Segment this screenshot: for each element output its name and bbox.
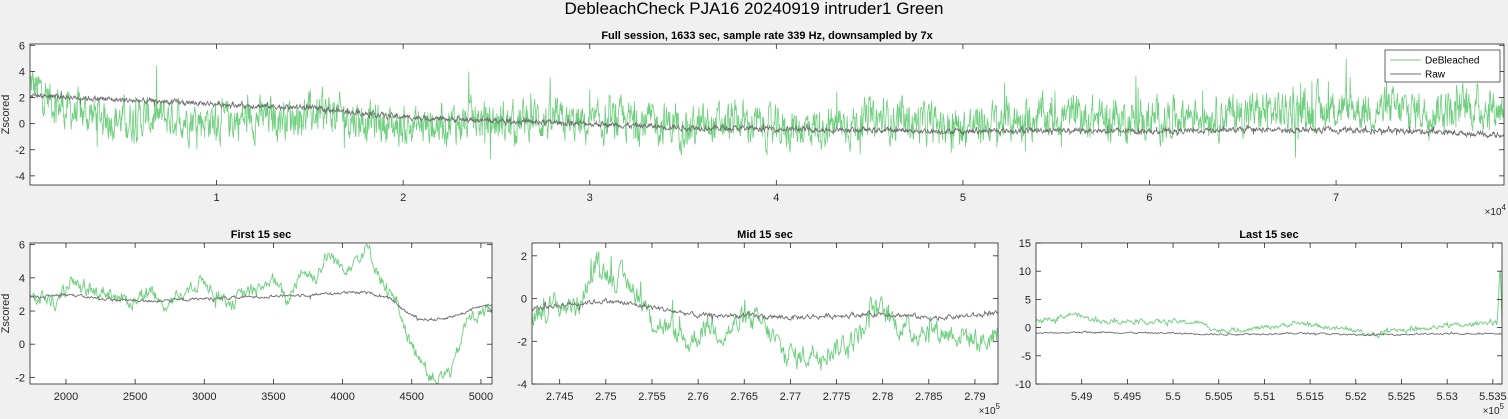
y-tick-label: -2 — [15, 145, 25, 157]
y-tick-label: -2 — [517, 336, 527, 348]
y-tick-label: 4 — [19, 273, 25, 285]
y-tick-label: 2 — [521, 251, 527, 263]
y-tick-label: -5 — [1021, 351, 1031, 363]
x-tick-label: 2500 — [123, 391, 147, 403]
plot-area — [532, 243, 998, 384]
series-debleached-line — [1036, 270, 1502, 339]
series-debleached-line — [30, 59, 1504, 159]
last-15-sec-panel: 5.49 5.495 5.5 5.505 5.51 5.515 5.52 5.525 5.53 5… — [1015, 229, 1507, 417]
series-debleached-line — [532, 251, 998, 371]
first-15-sec-panel: 2000 2500 3000 3500 4000 4500 5000 -2 0 2 4 6 First … — [0, 229, 493, 403]
x-tick-label: 2.745 — [546, 391, 574, 403]
axes-frame — [29, 242, 493, 385]
x-tick-label: 5.52 — [1345, 391, 1366, 403]
x-tick-label: 6 — [1146, 192, 1152, 204]
y-tick-label: 2 — [19, 93, 25, 105]
y-tick-label: 0 — [521, 294, 527, 306]
x-tick-label: 5 — [960, 192, 966, 204]
x-exponent-label: ×105 — [1483, 402, 1505, 417]
axes-frame — [1035, 242, 1503, 385]
y-tick-label: 6 — [19, 240, 25, 252]
x-tick-label: 2.78 — [872, 391, 893, 403]
mid-15-sec-panel: 2.745 2.75 2.755 2.76 2.765 2.77 2.775 2.78 2.78… — [517, 229, 1000, 417]
x-tick-label: 3500 — [261, 391, 285, 403]
figure-title: DebleachCheck PJA16 20240919 intruder1 G… — [564, 0, 944, 18]
x-tick-label: 5.535 — [1479, 391, 1507, 403]
full-session-panel: 1 2 3 4 5 6 7 -4 -2 0 2 4 6 Full session, 1633 sec, s… — [0, 30, 1507, 218]
x-tick-label: 2.765 — [730, 391, 758, 403]
y-tick-label: 2 — [19, 306, 25, 318]
x-exponent-label: ×104 — [1485, 203, 1507, 218]
x-tick-label: 4 — [773, 192, 779, 204]
series-debleached-line — [30, 243, 492, 384]
axes-title: Full session, 1633 sec, sample rate 339 … — [601, 30, 933, 42]
x-tick-label: 5.49 — [1071, 391, 1092, 403]
y-tick-label: -2 — [15, 372, 25, 384]
axes-title: Mid 15 sec — [737, 229, 793, 241]
x-tick-label: 5.53 — [1436, 391, 1457, 403]
axes-title: First 15 sec — [231, 229, 292, 241]
y-axis-label: Zscored — [0, 294, 12, 334]
x-tick-label: 2.79 — [964, 391, 985, 403]
x-tick-label: 2000 — [54, 391, 78, 403]
y-tick-label: -10 — [1015, 379, 1031, 391]
x-tick-label: 5.5 — [1165, 391, 1180, 403]
x-tick-label: 2.76 — [687, 391, 708, 403]
x-tick-label: 5.51 — [1254, 391, 1275, 403]
y-tick-label: -4 — [517, 379, 527, 391]
y-tick-label: 0 — [19, 339, 25, 351]
axes-title: Last 15 sec — [1239, 229, 1298, 241]
x-tick-label: 4500 — [400, 391, 424, 403]
x-tick-label: 5.515 — [1296, 391, 1324, 403]
x-tick-label: 2.775 — [823, 391, 851, 403]
x-tick-label: 5.525 — [1388, 391, 1416, 403]
legend: DeBleached Raw — [1384, 49, 1501, 83]
series-raw-line — [30, 90, 1504, 139]
x-tick-label: 2.785 — [915, 391, 943, 403]
x-tick-label: 2.77 — [780, 391, 801, 403]
series-raw-line — [1036, 330, 1502, 337]
legend-entry-raw: Raw — [1425, 70, 1446, 81]
x-tick-label: 5.505 — [1205, 391, 1233, 403]
series-raw-line — [30, 290, 492, 322]
y-tick-label: 4 — [19, 66, 25, 78]
axes-frame — [29, 43, 1505, 186]
x-tick-label: 5.495 — [1114, 391, 1142, 403]
x-tick-label: 2.755 — [638, 391, 666, 403]
x-tick-label: 7 — [1333, 192, 1339, 204]
x-tick-label: 2 — [400, 192, 406, 204]
y-tick-label: -4 — [15, 171, 25, 183]
x-tick-label: 2.75 — [595, 391, 616, 403]
y-tick-label: 0 — [1025, 323, 1031, 335]
y-axis-label: Zscored — [0, 95, 12, 135]
x-tick-label: 4000 — [330, 391, 354, 403]
x-tick-label: 3 — [587, 192, 593, 204]
y-tick-label: 6 — [19, 40, 25, 52]
x-tick-label: 5000 — [469, 391, 493, 403]
plot-area — [30, 243, 492, 384]
plot-area — [1036, 243, 1502, 384]
legend-entry-debleached: DeBleached — [1425, 56, 1479, 67]
x-tick-label: 1 — [214, 192, 220, 204]
y-tick-label: 10 — [1019, 266, 1031, 278]
series-raw-line — [532, 297, 998, 322]
y-tick-label: 15 — [1019, 238, 1031, 250]
x-exponent-label: ×105 — [979, 402, 1001, 417]
axes-frame — [531, 242, 999, 385]
y-tick-label: 5 — [1025, 294, 1031, 306]
x-tick-label: 3000 — [192, 391, 216, 403]
y-tick-label: 0 — [19, 119, 25, 131]
